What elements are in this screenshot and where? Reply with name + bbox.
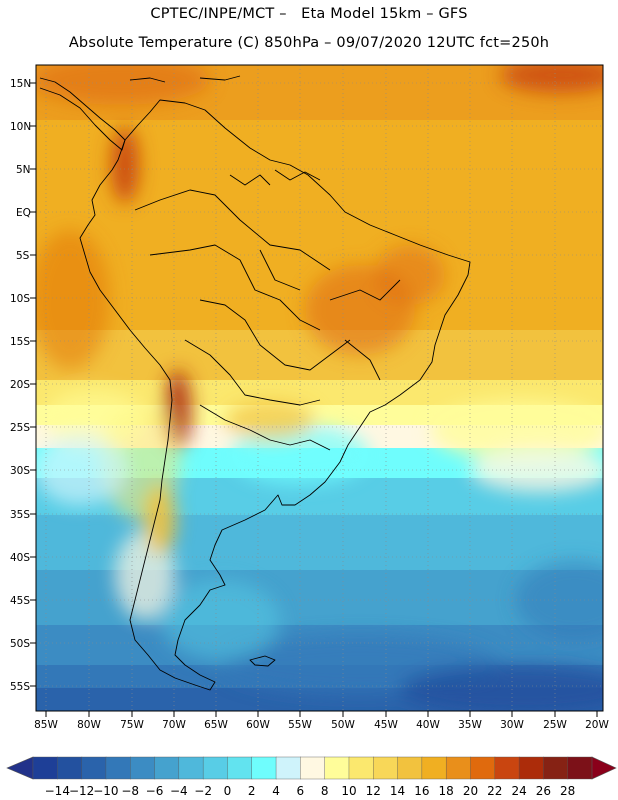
colorbar xyxy=(6,756,617,780)
colorbar-swatch xyxy=(57,756,83,780)
coastlines xyxy=(39,75,471,691)
colorbar-swatch xyxy=(300,756,326,780)
temperature-field xyxy=(36,65,603,711)
colorbar-swatch xyxy=(32,756,58,780)
lon-label: 85W xyxy=(34,719,58,731)
lat-label: 5S xyxy=(16,250,30,262)
lon-label: 45W xyxy=(374,719,398,731)
lat-label: 40S xyxy=(10,552,30,564)
lon-label: 40W xyxy=(416,719,440,731)
colorbar-tick-label: −14 xyxy=(45,784,70,798)
colorbar-under-arrow xyxy=(6,756,34,780)
lat-label: 5N xyxy=(16,164,31,176)
colorbar-tick-label: 28 xyxy=(560,784,575,798)
colorbar-tick-label: 20 xyxy=(463,784,478,798)
lat-label: 15N xyxy=(10,78,31,90)
colorbar-tick-label: −6 xyxy=(146,784,164,798)
colorbar-swatch xyxy=(105,756,131,780)
colorbar-tick-label: 24 xyxy=(511,784,526,798)
axis-ticks xyxy=(30,82,598,717)
lon-label: 35W xyxy=(458,719,482,731)
colorbar-swatch xyxy=(275,756,301,780)
colorbar-swatch xyxy=(421,756,447,780)
colorbar-tick-label: −10 xyxy=(93,784,118,798)
colorbar-tick-label: 6 xyxy=(297,784,305,798)
lon-label: 70W xyxy=(162,719,186,731)
colorbar-swatch xyxy=(567,756,593,780)
lat-label: 35S xyxy=(10,509,30,521)
colorbar-swatch xyxy=(445,756,472,780)
title-line-1: CPTEC/INPE/MCT – Eta Model 15km – GFS xyxy=(150,6,468,22)
lon-label: 20W xyxy=(585,719,609,731)
lon-label: 30W xyxy=(500,719,524,731)
longitude-labels: 85W 80W 75W 70W 65W 60W 55W 50W 45W 40W … xyxy=(34,719,609,731)
lon-label: 80W xyxy=(77,719,101,731)
colorbar-swatch xyxy=(518,756,544,780)
colorbar-swatch xyxy=(373,756,399,780)
lat-label: 15S xyxy=(10,336,30,348)
colorbar-tick-label: −12 xyxy=(69,784,94,798)
colorbar-tick-label: 16 xyxy=(414,784,429,798)
graticule xyxy=(36,65,603,711)
colorbar-swatch xyxy=(494,756,520,780)
colorbar-tick-label: 18 xyxy=(439,784,454,798)
lon-label: 25W xyxy=(543,719,567,731)
colorbar-swatch xyxy=(154,756,180,780)
colorbar-swatch xyxy=(348,756,374,780)
map-frame xyxy=(35,64,604,712)
lon-label: 55W xyxy=(288,719,312,731)
colorbar-swatch xyxy=(202,756,229,780)
colorbar-tick-label: 26 xyxy=(536,784,551,798)
colorbar-swatch xyxy=(130,756,156,780)
colorbar-tick-label: −4 xyxy=(170,784,188,798)
lat-label: EQ xyxy=(16,207,31,219)
colorbar-tick-label: 4 xyxy=(272,784,280,798)
lat-label: 30S xyxy=(10,465,30,477)
colorbar-swatch xyxy=(227,756,253,780)
colorbar-tick-label: 2 xyxy=(248,784,256,798)
colorbar-tick-label: −2 xyxy=(194,784,212,798)
colorbar-tick-label: 0 xyxy=(224,784,232,798)
colorbar-over-arrow xyxy=(591,756,617,780)
colorbar-swatch xyxy=(324,756,350,780)
colorbar-tick-label: 22 xyxy=(487,784,502,798)
colorbar-swatch xyxy=(81,756,107,780)
lat-label: 55S xyxy=(10,681,30,693)
colorbar-swatch xyxy=(543,756,569,780)
colorbar-swatch xyxy=(251,756,277,780)
colorbar-tick-label: 10 xyxy=(341,784,356,798)
colorbar-swatch xyxy=(178,756,204,780)
lon-label: 60W xyxy=(246,719,270,731)
latitude-labels: 15N 10N 5N EQ 5S 10S 15S 20S 25S 30S 35S… xyxy=(10,78,31,693)
colorbar-tick-label: 12 xyxy=(366,784,381,798)
lat-label: 10N xyxy=(10,121,31,133)
colorbar-swatch xyxy=(470,756,496,780)
colorbar-tick-label: 14 xyxy=(390,784,405,798)
lat-label: 25S xyxy=(10,422,30,434)
colorbar-tick-label: −8 xyxy=(121,784,139,798)
colorbar-swatch xyxy=(397,756,423,780)
lon-label: 75W xyxy=(120,719,144,731)
colorbar-tick-label: 8 xyxy=(321,784,329,798)
lon-label: 65W xyxy=(204,719,228,731)
lat-label: 50S xyxy=(10,638,30,650)
title-line-2: Absolute Temperature (C) 850hPa – 09/07/… xyxy=(68,35,550,51)
lat-label: 45S xyxy=(10,595,30,607)
lon-label: 50W xyxy=(331,719,355,731)
colorbar-labels: −14−12−10 −8 −6 −4 −2 0 2 4 6 8 10 12 14 16 18 20 22 24 26… xyxy=(45,784,576,798)
lat-label: 20S xyxy=(10,379,30,391)
lat-label: 10S xyxy=(10,293,30,305)
